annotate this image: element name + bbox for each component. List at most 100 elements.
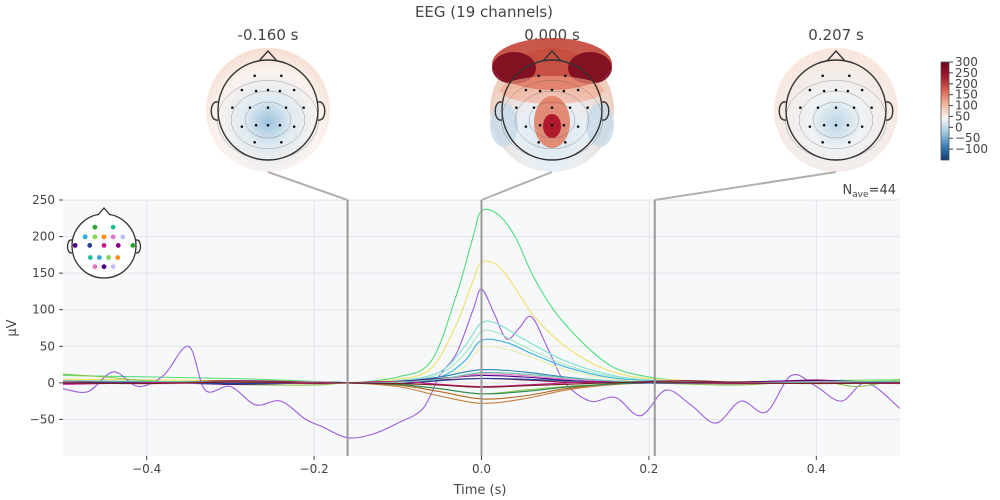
legend-sensor-dot: [130, 242, 136, 248]
y-tick-label: 200: [32, 230, 55, 244]
legend-right-ear: [135, 239, 142, 254]
sensor-dot: [280, 141, 283, 144]
time-markers: [267, 171, 837, 456]
legend-nose: [97, 207, 111, 216]
legend-sensor-dot: [72, 242, 78, 248]
head-outline: [501, 59, 603, 161]
sensor-dot: [846, 89, 850, 93]
x-tick-label: −0.4: [132, 462, 161, 476]
nave-prefix: N: [842, 183, 852, 198]
topomap-contour: [244, 101, 292, 139]
topomap-middle: [490, 38, 614, 172]
left-ear-shape: [210, 101, 219, 121]
right-ear-shape: [885, 101, 894, 121]
sensor-dot: [562, 89, 566, 93]
legend-sensor-dot: [115, 242, 121, 248]
x-tick-label: 0.0: [472, 462, 491, 476]
sensor-dot: [292, 125, 296, 128]
sensor-legend: [66, 207, 142, 279]
legend-sensor-dot: [110, 264, 116, 270]
nose-shape: [826, 49, 846, 62]
x-axis-ticks: −0.4 −0.2 0.0 0.2 0.4: [132, 456, 826, 476]
sensor-dot: [834, 123, 838, 127]
sensor-dot: [280, 74, 283, 78]
legend-sensor-dot: [97, 255, 102, 260]
sensor-dot: [537, 141, 540, 144]
legend-left-ear: [66, 239, 73, 254]
sensor-dot: [860, 88, 864, 92]
x-axis-label: Time (s): [453, 483, 507, 498]
sensor-dot: [266, 123, 270, 127]
y-tick-label: 0: [47, 376, 55, 390]
left-ear-shape: [494, 101, 503, 121]
topomap-label-right: 0.207 s: [808, 26, 864, 44]
sensor-dot: [586, 106, 589, 109]
topomap-connector: [654, 171, 837, 201]
sensor-dot: [278, 89, 282, 93]
sensor-dot: [870, 106, 873, 109]
sensor-dot: [822, 89, 826, 93]
sensor-dot: [302, 106, 305, 109]
topomap-connector: [481, 171, 553, 201]
x-tick-label: 0.4: [807, 462, 826, 476]
topomap-connector: [267, 171, 348, 201]
sensor-dot: [240, 125, 244, 128]
sensor-dot: [550, 123, 554, 127]
sensor-dot: [515, 106, 518, 109]
head-outline: [785, 59, 887, 161]
left-ear-shape: [778, 101, 787, 121]
legend-sensor-dot: [92, 224, 98, 230]
sensor-dot: [576, 125, 580, 128]
sensor-dot: [576, 88, 580, 92]
topomap-left: [206, 48, 330, 172]
legend-sensor-dot: [120, 234, 126, 240]
sensor-dot: [532, 106, 536, 109]
sensor-dot: [848, 141, 851, 144]
sensor-dot: [240, 88, 244, 92]
legend-sensor-dot: [115, 255, 121, 260]
sensor-dot: [266, 88, 270, 92]
sensor-dot: [860, 125, 864, 128]
sensor-dot: [821, 141, 824, 144]
sensor-dot: [248, 106, 252, 109]
sensor-dot: [253, 74, 256, 78]
sensor-dot: [284, 106, 288, 109]
colorbar-tick-label: 100: [955, 99, 978, 113]
sensor-dot: [538, 89, 542, 93]
sensor-dot: [254, 89, 258, 93]
nose-shape: [542, 49, 562, 62]
sensor-dot: [808, 125, 812, 128]
sensor-dot: [846, 123, 850, 127]
legend-sensor-dot: [110, 234, 116, 240]
legend-sensor-dot: [101, 234, 107, 240]
colorbar-tick-label: 0: [955, 120, 963, 134]
sensor-dot: [834, 88, 838, 92]
legend-sensor-dot: [82, 234, 88, 240]
x-tick-label: −0.2: [300, 462, 329, 476]
sensor-dot: [266, 106, 270, 109]
sensor-dot: [848, 74, 851, 78]
legend-sensor-dot: [92, 234, 98, 240]
x-tick-label: 0.2: [639, 462, 658, 476]
nave-annotation: Nave=44: [842, 183, 896, 200]
legend-sensor-dot: [87, 255, 93, 260]
sensor-dot: [550, 88, 554, 92]
sensor-dot: [564, 141, 567, 144]
legend-sensor-dot: [106, 255, 111, 260]
sensor-dot: [564, 74, 567, 78]
chart-title: EEG (19 channels): [415, 3, 553, 21]
head-outline: [217, 59, 319, 161]
colorbar-tick-label: −50: [955, 131, 980, 145]
colorbar-tick-label: 150: [955, 88, 978, 102]
legend-sensor-dot: [87, 242, 93, 248]
legend-sensor-dot: [101, 242, 107, 248]
sensor-dot: [524, 125, 528, 128]
topomap-contour: [528, 101, 576, 139]
legend-sensor-dot: [92, 264, 98, 270]
sensor-dot: [799, 106, 802, 109]
legend-sensor-dot: [101, 264, 107, 270]
topomap-contour: [812, 101, 860, 139]
